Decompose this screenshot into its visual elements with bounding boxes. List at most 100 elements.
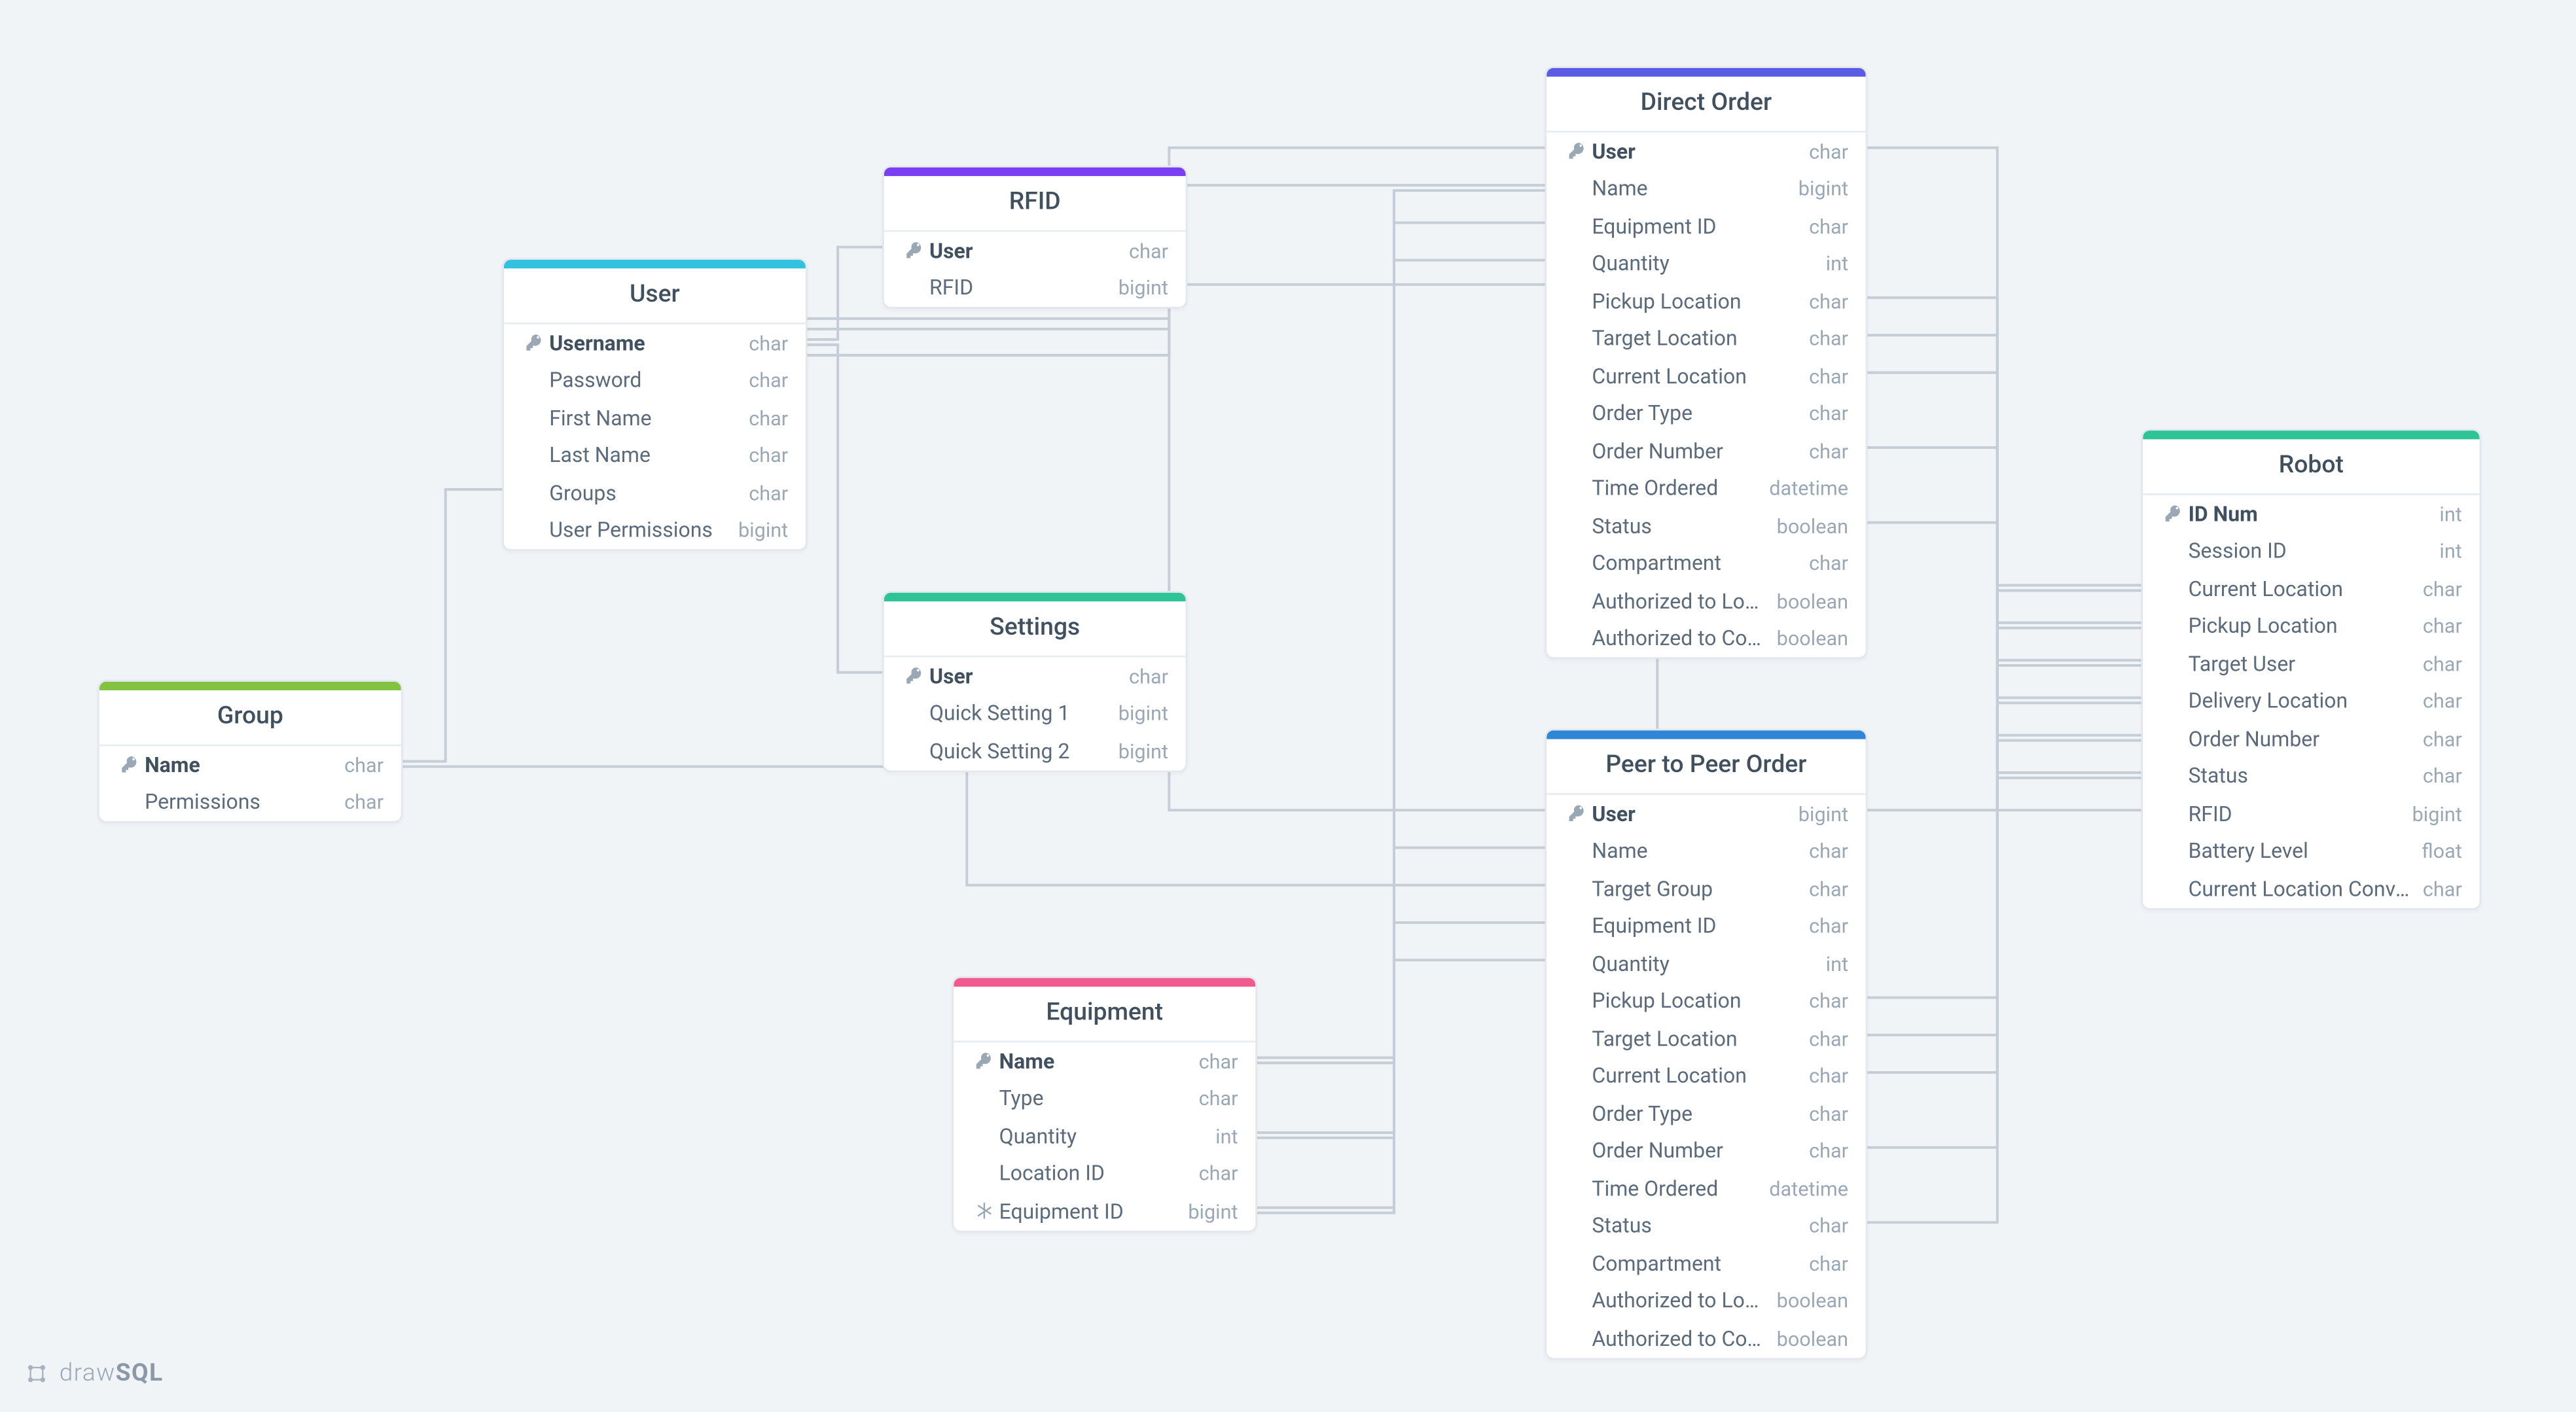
field-type: char xyxy=(2412,652,2462,676)
field-row[interactable]: Authorized to Collect boolean xyxy=(1547,620,1866,657)
field-row[interactable]: Status char xyxy=(2143,758,2479,795)
field-icon xyxy=(1564,327,1588,351)
field-row[interactable]: Quantity int xyxy=(1547,945,1866,982)
entity-p2p[interactable]: Peer to Peer Order User bigint Name char… xyxy=(1545,729,1867,1359)
field-row[interactable]: RFID bigint xyxy=(884,270,1186,307)
field-row[interactable]: Time Ordered datetime xyxy=(1547,1170,1866,1207)
field-type: char xyxy=(738,368,788,393)
field-icon xyxy=(901,739,925,763)
field-type: char xyxy=(1798,876,1848,900)
field-row[interactable]: Current Location char xyxy=(1547,1057,1866,1095)
key-icon xyxy=(901,663,925,688)
field-type: boolean xyxy=(1766,626,1848,650)
entity-settings[interactable]: Settings User char Quick Setting 1 bigin… xyxy=(882,591,1187,771)
field-row[interactable]: RFID bigint xyxy=(2143,795,2479,832)
entity-accent xyxy=(884,168,1186,176)
field-row[interactable]: Equipment ID char xyxy=(1547,908,1866,945)
entity-equipment[interactable]: Equipment Name char Type char Quantity xyxy=(952,976,1257,1231)
field-row[interactable]: First Name char xyxy=(504,399,806,436)
entity-group[interactable]: Group Name char Permissions char xyxy=(98,680,402,822)
field-row[interactable]: Name char xyxy=(99,746,401,783)
field-row[interactable]: Permissions char xyxy=(99,784,401,821)
field-row[interactable]: Order Number char xyxy=(1547,1132,1866,1169)
connector xyxy=(1867,523,2141,773)
field-row[interactable]: User char xyxy=(1547,132,1866,169)
field-row[interactable]: Battery Level float xyxy=(2143,832,2479,870)
field-type: char xyxy=(1118,238,1168,262)
field-row[interactable]: Time Ordered datetime xyxy=(1547,470,1866,507)
field-row[interactable]: Type char xyxy=(954,1080,1255,1117)
field-row[interactable]: Status char xyxy=(1547,1207,1866,1244)
field-row[interactable]: Order Number char xyxy=(2143,720,2479,757)
field-row[interactable]: Username char xyxy=(504,325,806,362)
field-row[interactable]: Groups char xyxy=(504,474,806,512)
field-row[interactable]: Quick Setting 2 bigint xyxy=(884,732,1186,769)
field-name: Location ID xyxy=(999,1161,1189,1186)
field-row[interactable]: Order Type char xyxy=(1547,1095,1866,1132)
field-row[interactable]: Current Location char xyxy=(2143,570,2479,607)
field-row[interactable]: Status boolean xyxy=(1547,507,1866,544)
field-row[interactable]: Location ID char xyxy=(954,1155,1255,1192)
field-name: Target Location xyxy=(1592,1027,1798,1051)
field-row[interactable]: Compartment char xyxy=(1547,545,1866,582)
entity-direct[interactable]: Direct Order User char Name bigint Equip… xyxy=(1545,66,1867,659)
field-row[interactable]: Target Location char xyxy=(1547,1020,1866,1057)
field-icon xyxy=(1564,1064,1588,1088)
field-icon xyxy=(1564,1101,1588,1125)
field-type: char xyxy=(1798,839,1848,863)
field-row[interactable]: Compartment char xyxy=(1547,1244,1866,1282)
field-row[interactable]: User bigint xyxy=(1547,795,1866,832)
field-row[interactable]: Quantity int xyxy=(954,1118,1255,1155)
entity-title: Peer to Peer Order xyxy=(1547,739,1866,795)
field-name: Name xyxy=(1592,839,1798,863)
field-row[interactable]: Equipment ID char xyxy=(1547,207,1866,245)
field-name: ID Num xyxy=(2189,502,2429,526)
field-row[interactable]: Authorized to Collect boolean xyxy=(1547,1320,1866,1357)
field-name: Order Type xyxy=(1592,1101,1798,1125)
field-row[interactable]: Session ID int xyxy=(2143,533,2479,570)
field-row[interactable]: Name char xyxy=(954,1042,1255,1080)
field-name: Name xyxy=(145,752,334,777)
field-type: char xyxy=(1798,1101,1848,1125)
field-name: RFID xyxy=(2189,802,2402,826)
field-row[interactable]: Current Location Converted char xyxy=(2143,870,2479,907)
field-row[interactable]: Password char xyxy=(504,362,806,399)
connector xyxy=(1257,847,1545,1063)
field-row[interactable]: Order Number char xyxy=(1547,432,1866,470)
field-name: User xyxy=(1592,139,1798,163)
field-row[interactable]: Name char xyxy=(1547,832,1866,870)
field-row[interactable]: Authorized to Load boolean xyxy=(1547,582,1866,620)
field-row[interactable]: Target Location char xyxy=(1547,320,1866,357)
field-type: datetime xyxy=(1759,1176,1848,1201)
field-row[interactable]: Equipment ID bigint xyxy=(954,1192,1255,1229)
field-row[interactable]: Quick Setting 1 bigint xyxy=(884,695,1186,732)
field-row[interactable]: Delivery Location char xyxy=(2143,682,2479,720)
field-row[interactable]: Pickup Location char xyxy=(2143,607,2479,644)
field-row[interactable]: User Permissions bigint xyxy=(504,512,806,549)
field-row[interactable]: Target Group char xyxy=(1547,870,1866,907)
field-row[interactable]: Current Location char xyxy=(1547,357,1866,395)
field-type: char xyxy=(1798,552,1848,576)
entity-user[interactable]: User Username char Password char First N… xyxy=(502,258,807,551)
field-row[interactable]: Last Name char xyxy=(504,436,806,474)
connector xyxy=(1867,665,2141,810)
field-row[interactable]: Pickup Location char xyxy=(1547,982,1866,1019)
field-row[interactable]: Order Type char xyxy=(1547,395,1866,432)
field-row[interactable]: Name bigint xyxy=(1547,170,1866,207)
entity-rfid[interactable]: RFID User char RFID bigint xyxy=(882,166,1187,308)
field-row[interactable]: Target User char xyxy=(2143,645,2479,682)
field-row[interactable]: ID Num int xyxy=(2143,495,2479,533)
field-row[interactable]: Authorized to Load boolean xyxy=(1547,1282,1866,1320)
field-row[interactable]: Pickup Location char xyxy=(1547,283,1866,320)
field-type: char xyxy=(1798,327,1848,351)
field-row[interactable]: Quantity int xyxy=(1547,245,1866,282)
entity-robot[interactable]: Robot ID Num int Session ID int Current … xyxy=(2141,429,2482,909)
field-row[interactable]: User char xyxy=(884,232,1186,269)
field-name: Quantity xyxy=(999,1124,1206,1148)
field-name: Name xyxy=(999,1049,1189,1073)
field-type: char xyxy=(1798,1251,1848,1275)
field-name: User xyxy=(929,238,1118,262)
entity-accent xyxy=(1547,730,1866,739)
field-row[interactable]: User char xyxy=(884,657,1186,694)
key-icon xyxy=(522,331,546,355)
